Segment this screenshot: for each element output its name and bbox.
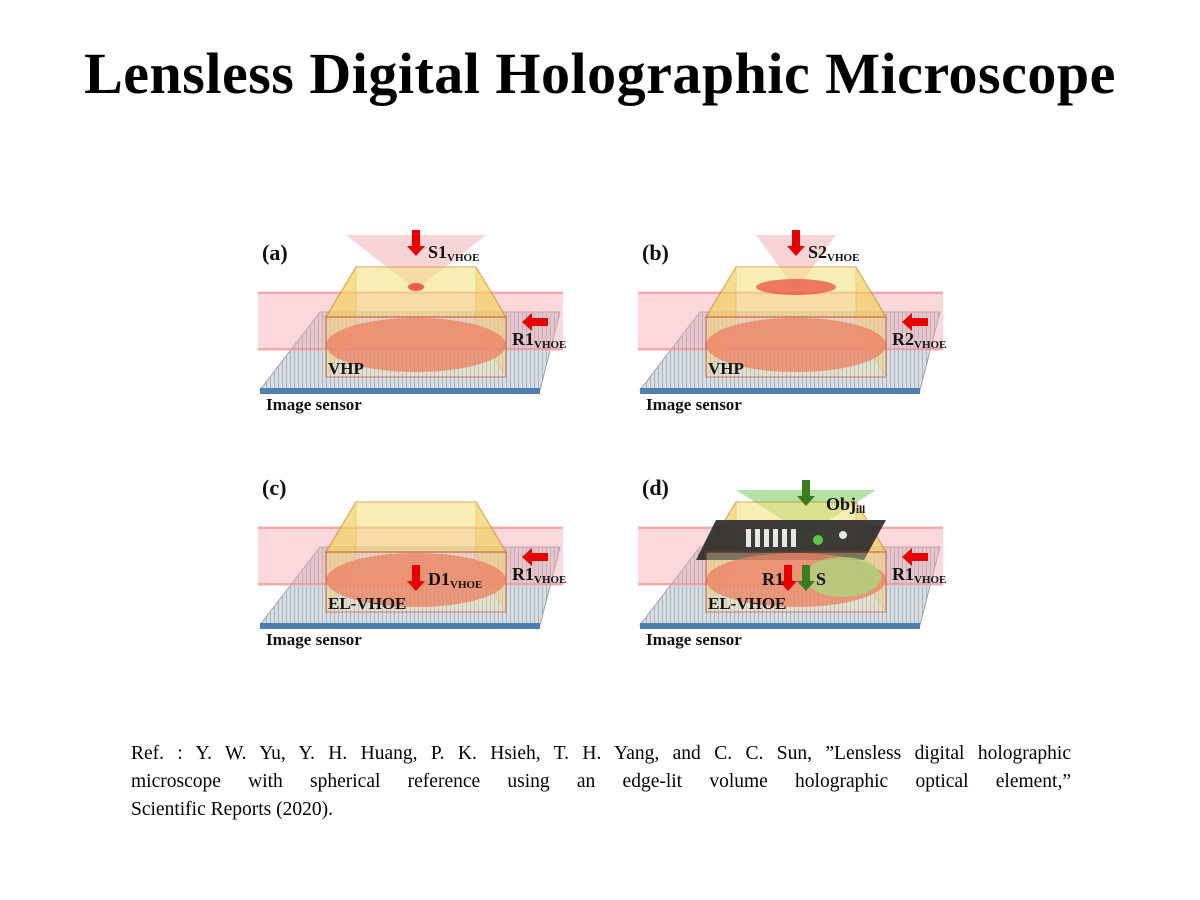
image-sensor-label: Image sensor — [646, 630, 742, 649]
top-beam-label: S2VHOE — [808, 243, 859, 264]
inner-label-reference-main: R1 — [762, 569, 784, 589]
image-sensor-edge — [640, 623, 920, 629]
hologram-disk — [326, 318, 506, 372]
reference-line-3: Scientific Reports (2020). — [131, 799, 333, 820]
image-sensor-label: Image sensor — [266, 630, 362, 649]
element-label: VHP — [708, 359, 744, 378]
top-beam-label-main: Obj — [826, 494, 857, 514]
panel-drawing — [638, 230, 943, 394]
sample-bar — [791, 529, 796, 547]
top-beam-label-main: S1 — [428, 242, 448, 262]
panel-drawing — [258, 230, 563, 394]
focus-spot — [756, 279, 836, 295]
reference-arrow — [522, 548, 548, 566]
element-label: VHP — [328, 359, 364, 378]
reference-down-arrow — [779, 565, 797, 591]
element-top-face — [324, 266, 508, 318]
reference-line-2: microscope with spherical reference usin… — [131, 771, 1071, 792]
focus-spot — [408, 283, 424, 291]
side-beam-label-main: R2 — [892, 329, 914, 349]
panel-label: (a) — [262, 240, 288, 265]
diagram-panel-2: (b) S2VHOE R2VHOE VHP Image sensor — [638, 230, 968, 430]
side-beam-label: R1VHOE — [512, 330, 566, 351]
top-beam-label-sub: VHOE — [827, 252, 860, 264]
image-sensor-label: Image sensor — [266, 395, 362, 414]
side-beam-label-main: R1 — [512, 564, 534, 584]
diagram-panel-1: (a) S1VHOE R1VHOE VHP Image sensor — [258, 230, 588, 430]
top-beam-label-sub: VHOE — [447, 252, 480, 264]
panel-label: (d) — [642, 475, 669, 500]
side-beam-label: R1VHOE — [512, 565, 566, 586]
sample-bar — [755, 529, 760, 547]
panel-drawing — [638, 480, 943, 629]
top-beam-label-main: S2 — [808, 242, 828, 262]
sample-bar — [764, 529, 769, 547]
sample-bar — [782, 529, 787, 547]
side-beam-label-sub: VHOE — [914, 339, 947, 351]
sample-bar — [746, 529, 751, 547]
element-front-face — [325, 316, 507, 378]
sample-dot — [839, 531, 847, 539]
element-front-face — [705, 316, 887, 378]
signal-arrow — [407, 230, 425, 256]
reference-line-1: Ref. : Y. W. Yu, Y. H. Huang, P. K. Hsie… — [131, 743, 1071, 764]
signal-down-arrow — [797, 565, 815, 591]
slide-title: Lensless Digital Holographic Microscope — [84, 41, 1116, 106]
panel-drawing — [258, 500, 563, 629]
inner-label-signal-main: S — [816, 569, 827, 589]
sample-bar — [773, 529, 778, 547]
signal-arrow — [787, 230, 805, 256]
image-sensor-edge — [260, 623, 540, 629]
reference-arrow — [902, 313, 928, 331]
element-label: EL-VHOE — [708, 594, 787, 613]
inner-beam-label: D1VHOE — [428, 570, 482, 591]
side-beam-label-main: R1 — [512, 329, 534, 349]
element-label: EL-VHOE — [328, 594, 407, 613]
diagram-panel-4: (d) Objill R1 S R1VHOE EL-VHOE Image sensor — [638, 465, 968, 665]
signal-cone — [346, 235, 486, 290]
diffracted-arrow — [407, 565, 425, 591]
image-sensor-label: Image sensor — [646, 395, 742, 414]
hologram-disk — [706, 318, 886, 372]
side-beam-label-sub: VHOE — [534, 339, 567, 351]
side-beam-label-sub: VHOE — [534, 574, 567, 586]
side-beam-label: R1VHOE — [892, 565, 946, 586]
image-sensor-edge — [640, 388, 920, 394]
reference-arrow — [522, 313, 548, 331]
top-beam-label: S1VHOE — [428, 243, 479, 264]
signal-disk — [805, 557, 881, 597]
illumination-arrow — [797, 480, 815, 506]
panel-label: (c) — [262, 475, 287, 500]
top-beam-label-sub: ill — [856, 504, 866, 516]
sample-dot — [813, 535, 823, 545]
side-beam-label-sub: VHOE — [914, 574, 947, 586]
side-beam-label-main: R1 — [892, 564, 914, 584]
signal-cone — [756, 235, 836, 290]
panel-label: (b) — [642, 240, 669, 265]
inner-beam-label-sub: VHOE — [450, 579, 483, 591]
inner-label-signal: S — [816, 570, 826, 588]
element-top-face — [324, 501, 508, 553]
image-sensor-edge — [260, 388, 540, 394]
inner-label-reference: R1 — [762, 570, 784, 588]
reference-arrow — [902, 548, 928, 566]
diagram-panel-3: (c) D1VHOE R1VHOE EL-VHOE Image sensor — [258, 465, 588, 665]
side-beam-label: R2VHOE — [892, 330, 946, 351]
top-beam-label: Objill — [826, 495, 865, 516]
reference-citation: Ref. : Y. W. Yu, Y. H. Huang, P. K. Hsie… — [131, 740, 1071, 824]
inner-beam-label-main: D1 — [428, 569, 450, 589]
